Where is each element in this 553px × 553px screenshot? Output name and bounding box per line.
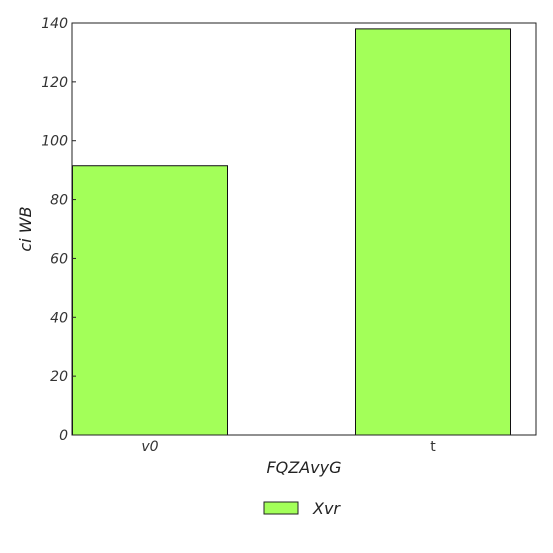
x-tick-label-t: t [430, 439, 436, 455]
y-tick-label-100: 100 [41, 134, 68, 150]
y-tick-label-0: 0 [59, 428, 68, 444]
bar-t [355, 28, 511, 436]
legend-swatch [263, 501, 299, 515]
legend: Xvr [263, 499, 341, 518]
bar-v0 [72, 165, 228, 436]
plot-frame [71, 22, 537, 436]
y-tick-label-40: 40 [50, 310, 68, 326]
y-tick-label-80: 80 [50, 193, 68, 209]
y-axis-ticks: 0 20 40 60 80 100 120 140 [41, 16, 76, 444]
bars-layer [72, 28, 511, 436]
y-tick-label-20: 20 [50, 369, 68, 385]
x-axis-label: FQZAvyG [266, 458, 341, 477]
x-axis-ticks: v0 t [141, 439, 436, 455]
y-axis-label: ci WB [16, 206, 35, 251]
y-tick-label-120: 120 [41, 75, 68, 91]
y-tick-label-140: 140 [41, 16, 68, 32]
legend-label: Xvr [312, 499, 341, 518]
y-tick-label-60: 60 [50, 251, 68, 267]
x-tick-label-v0: v0 [141, 439, 158, 455]
